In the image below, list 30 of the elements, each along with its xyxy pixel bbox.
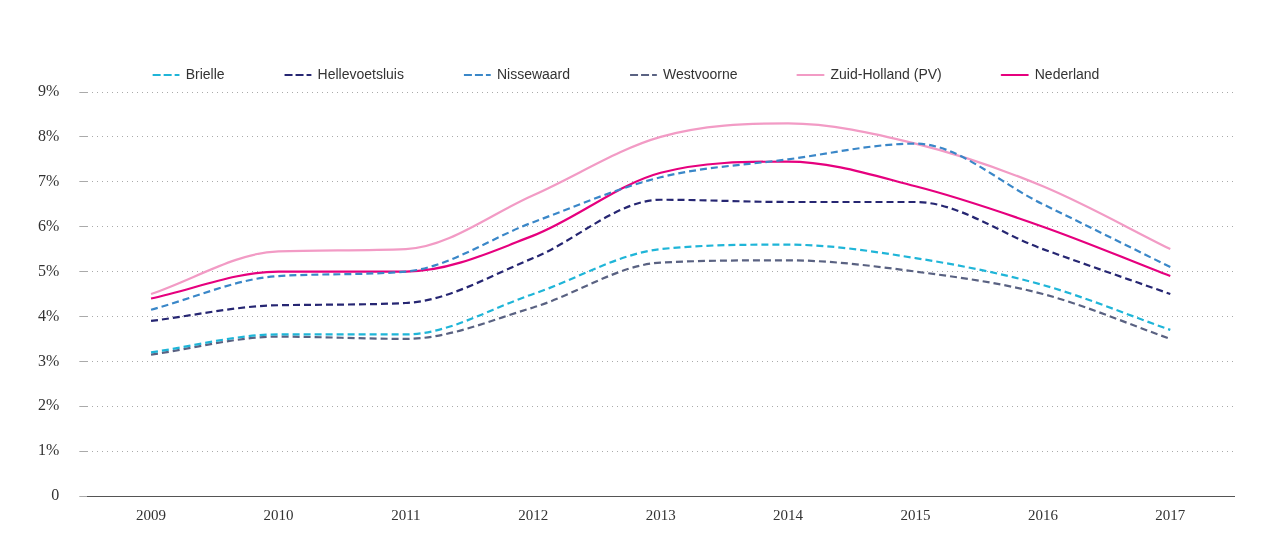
x-tick-label: 2017 [1155,506,1186,523]
y-tick-label: 8% [38,127,60,145]
y-tick-label: 3% [38,351,60,369]
y-tick-label: 1% [38,441,60,459]
y-tick-label: 5% [38,261,60,279]
legend-label: Nederland [1034,65,1100,82]
y-tick-label: 9% [38,82,60,100]
y-tick-label: 7% [38,171,60,189]
x-tick-label: 2009 [136,506,167,523]
legend-label: Zuid-Holland (PV) [830,65,942,82]
line-series [149,160,1172,300]
legend-label: Nissewaard [496,65,571,82]
y-tick-label: 4% [38,306,60,324]
x-tick-label: 2011 [391,506,421,523]
y-tick-label: 2% [38,396,60,414]
x-tick-label: 2016 [1027,506,1059,523]
legend-label: Brielle [185,65,225,82]
line-series [149,142,1172,311]
y-tick-label: 0 [51,486,60,504]
y-tick-label: 6% [38,216,60,234]
x-tick-label: 2013 [645,506,676,523]
line-series [149,198,1172,323]
x-tick-label: 2014 [773,506,804,523]
x-tick-label: 2010 [263,506,294,523]
legend-label: Hellevoetsluis [317,65,404,82]
line-series [149,122,1172,296]
legend-label: Westvoorne [663,65,738,82]
line-series [149,243,1172,354]
x-tick-label: 2012 [518,506,549,523]
x-tick-label: 2015 [900,506,931,523]
